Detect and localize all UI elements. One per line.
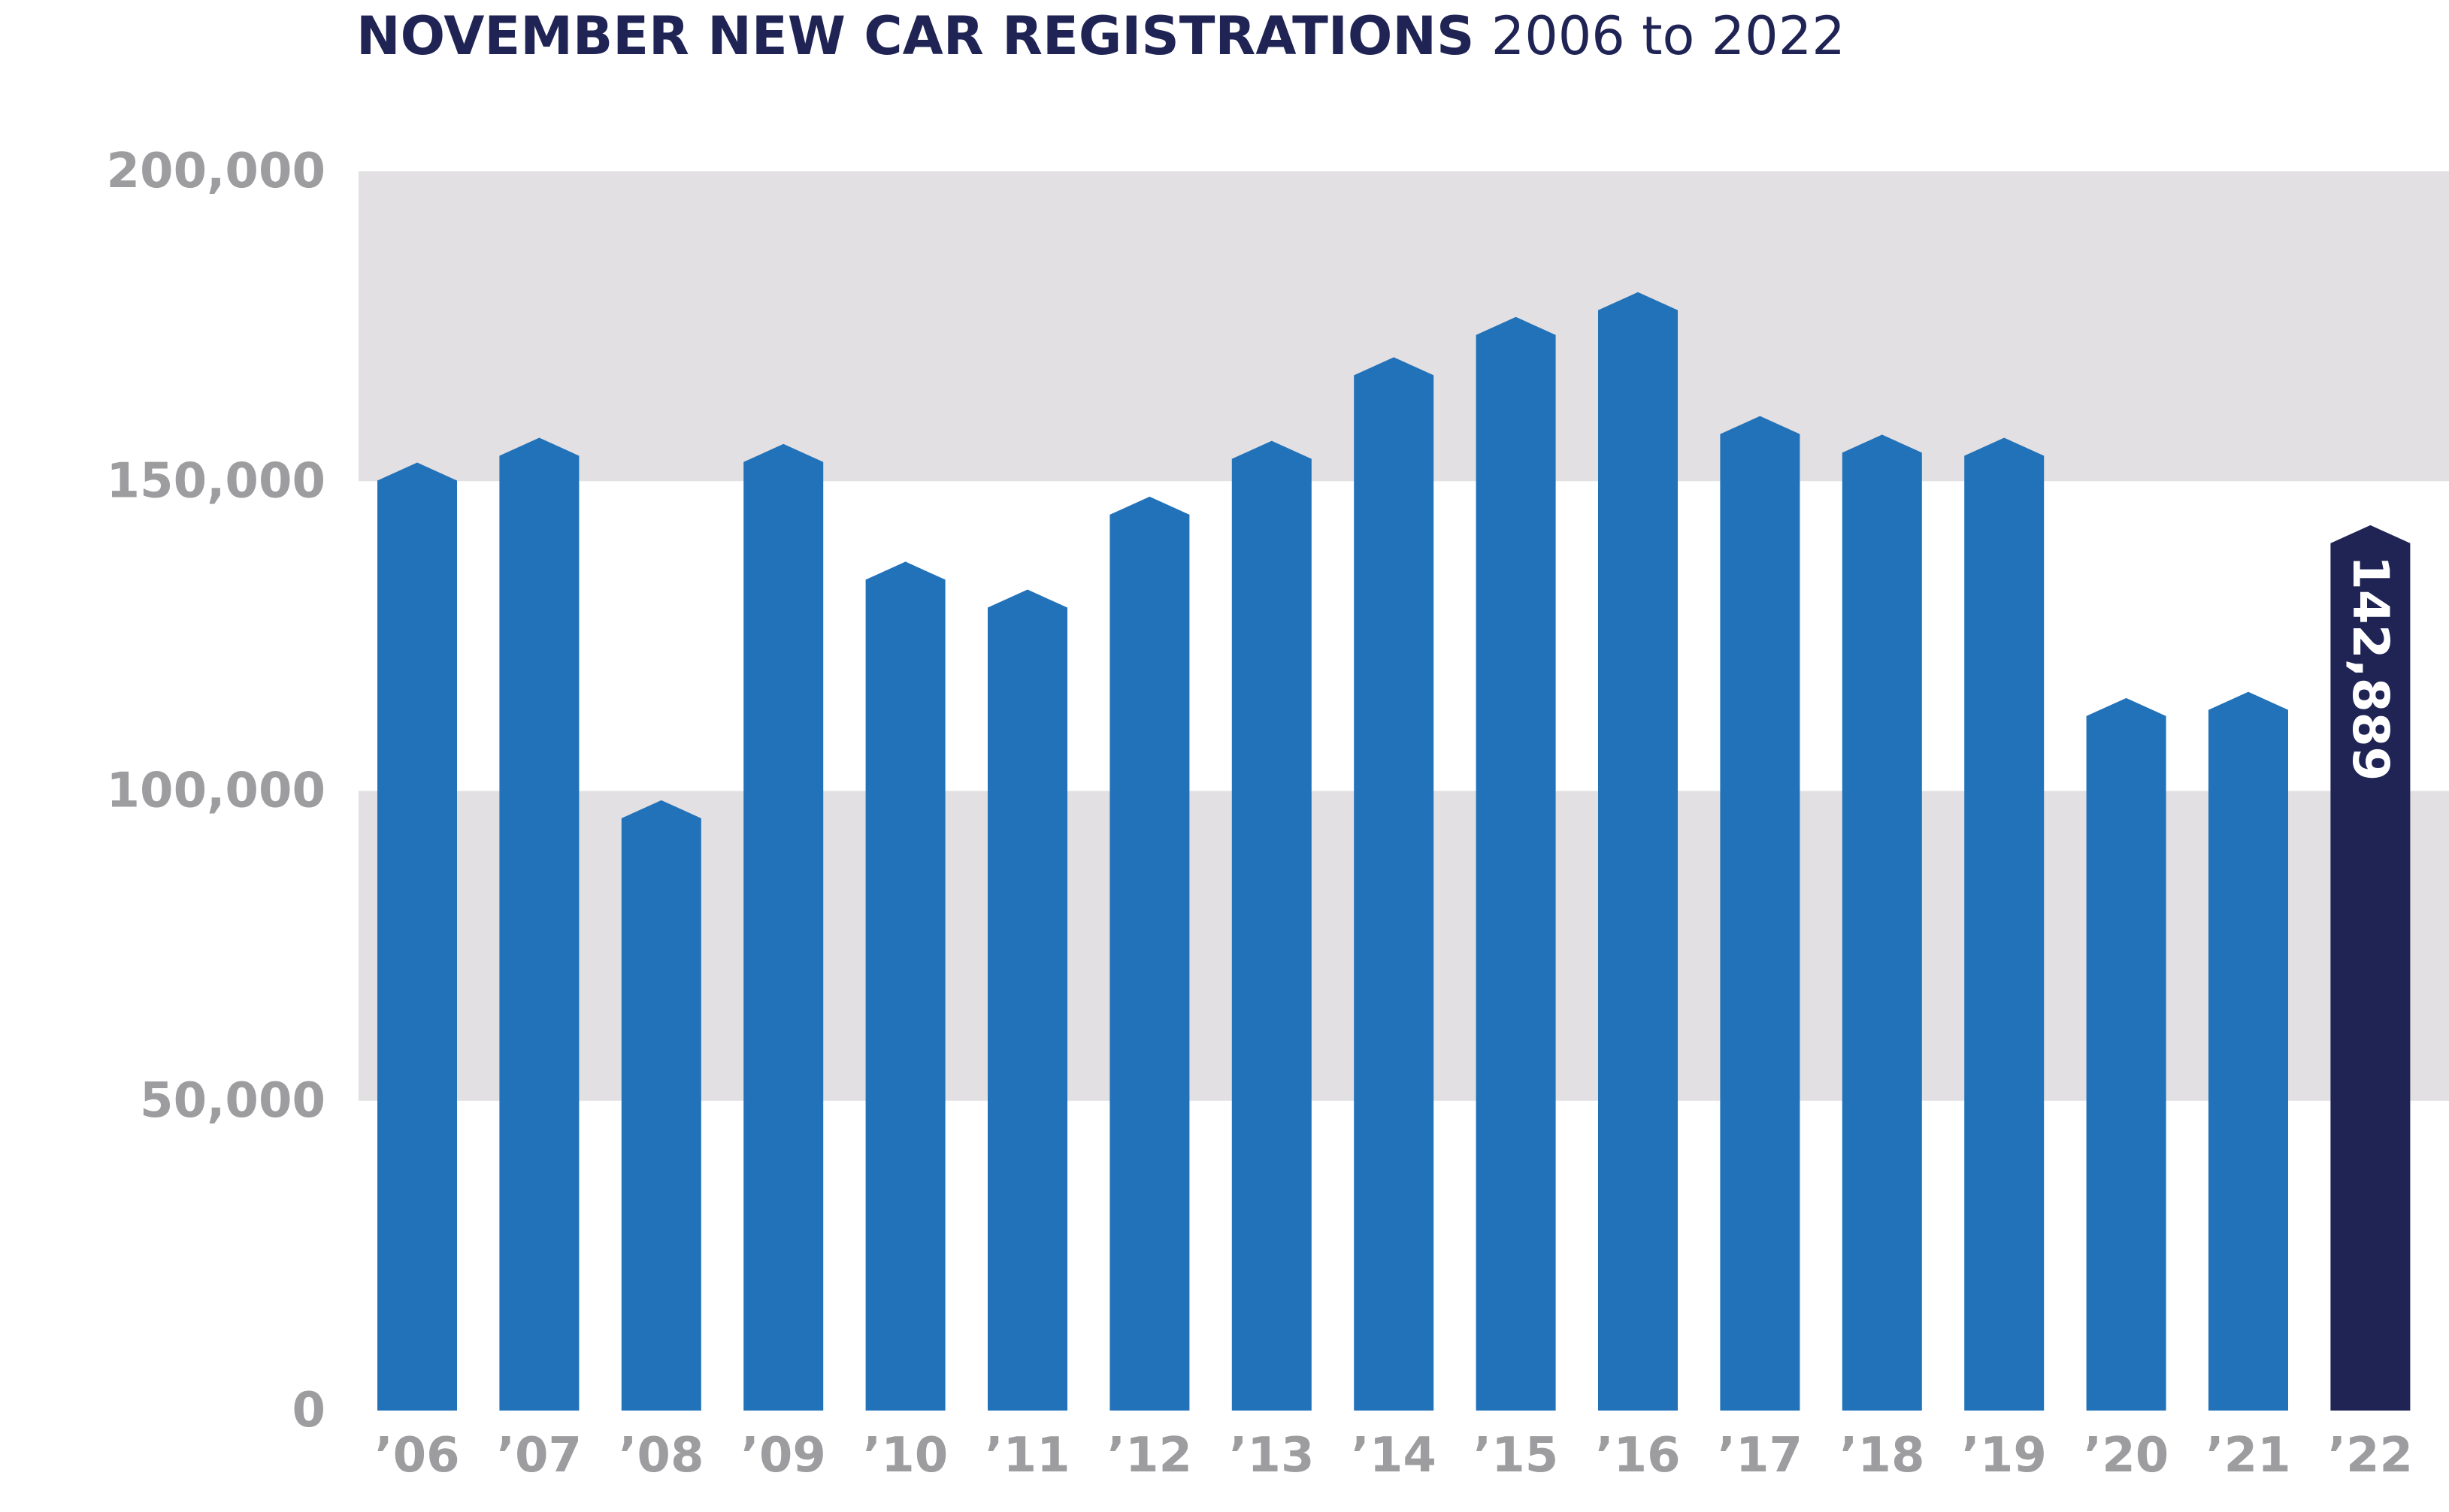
bar-11 [1720,416,1800,1411]
chart-title-range: 2006 to 2022 [1491,5,1845,67]
x-tick-label: ’15 [1473,1428,1558,1483]
bar-6 [1109,496,1190,1411]
bar-2 [621,800,701,1411]
x-tick-label: ’07 [497,1428,582,1483]
x-axis-ticks: ’06 ’07 ’08 ’09 ’10 ’11 ’12 ’13 ’14 ’15 ’16 ’17 ’18 ’… [374,1428,2413,1483]
bar-10 [1598,292,1678,1411]
bar-9 [1476,316,1556,1411]
x-tick-label: ’12 [1107,1428,1192,1483]
y-tick-label: 50,000 [140,1073,325,1129]
x-tick-label: ’20 [2084,1428,2169,1483]
y-tick-label: 100,000 [107,764,326,819]
chart-title: NOVEMBER NEW CAR REGISTRATIONS 2006 to 2… [356,0,1845,72]
y-tick-label: 0 [292,1383,325,1438]
x-tick-label: ’13 [1229,1428,1314,1483]
x-tick-label: ’17 [1718,1428,1803,1483]
x-tick-label: ’14 [1352,1428,1436,1483]
x-tick-label: ’16 [1595,1428,1680,1483]
x-tick-label: ’21 [2205,1428,2290,1483]
bar-16 [2330,525,2411,1411]
x-tick-label: ’08 [619,1428,704,1483]
bar-0 [377,462,457,1411]
bar-13 [1964,437,2045,1411]
data-labels: 142,889 [2342,555,2399,782]
x-tick-label: ’06 [374,1428,459,1483]
bar-3 [743,443,824,1411]
bar-value-label: 142,889 [2342,555,2399,782]
y-axis-ticks: 0 50,000 100,000 150,000 200,000 [107,144,326,1438]
x-tick-label: ’22 [2328,1428,2413,1483]
y-tick-label: 150,000 [107,453,326,509]
x-tick-label: ’10 [863,1428,948,1483]
chart-title-main: NOVEMBER NEW CAR REGISTRATIONS [356,5,1475,67]
bar-15 [2208,691,2288,1411]
x-tick-label: ’09 [741,1428,826,1483]
x-tick-label: ’18 [1839,1428,1924,1483]
bar-12 [1842,434,1922,1411]
x-tick-label: ’11 [985,1428,1070,1483]
bar-5 [988,589,1067,1411]
bar-1 [499,437,580,1411]
bar-14 [2086,697,2166,1411]
y-tick-label: 200,000 [107,144,326,199]
bar-4 [865,561,946,1411]
bar-7 [1231,440,1312,1411]
x-tick-label: ’19 [1962,1428,2047,1483]
bar-8 [1354,357,1434,1411]
bars [377,292,2411,1411]
